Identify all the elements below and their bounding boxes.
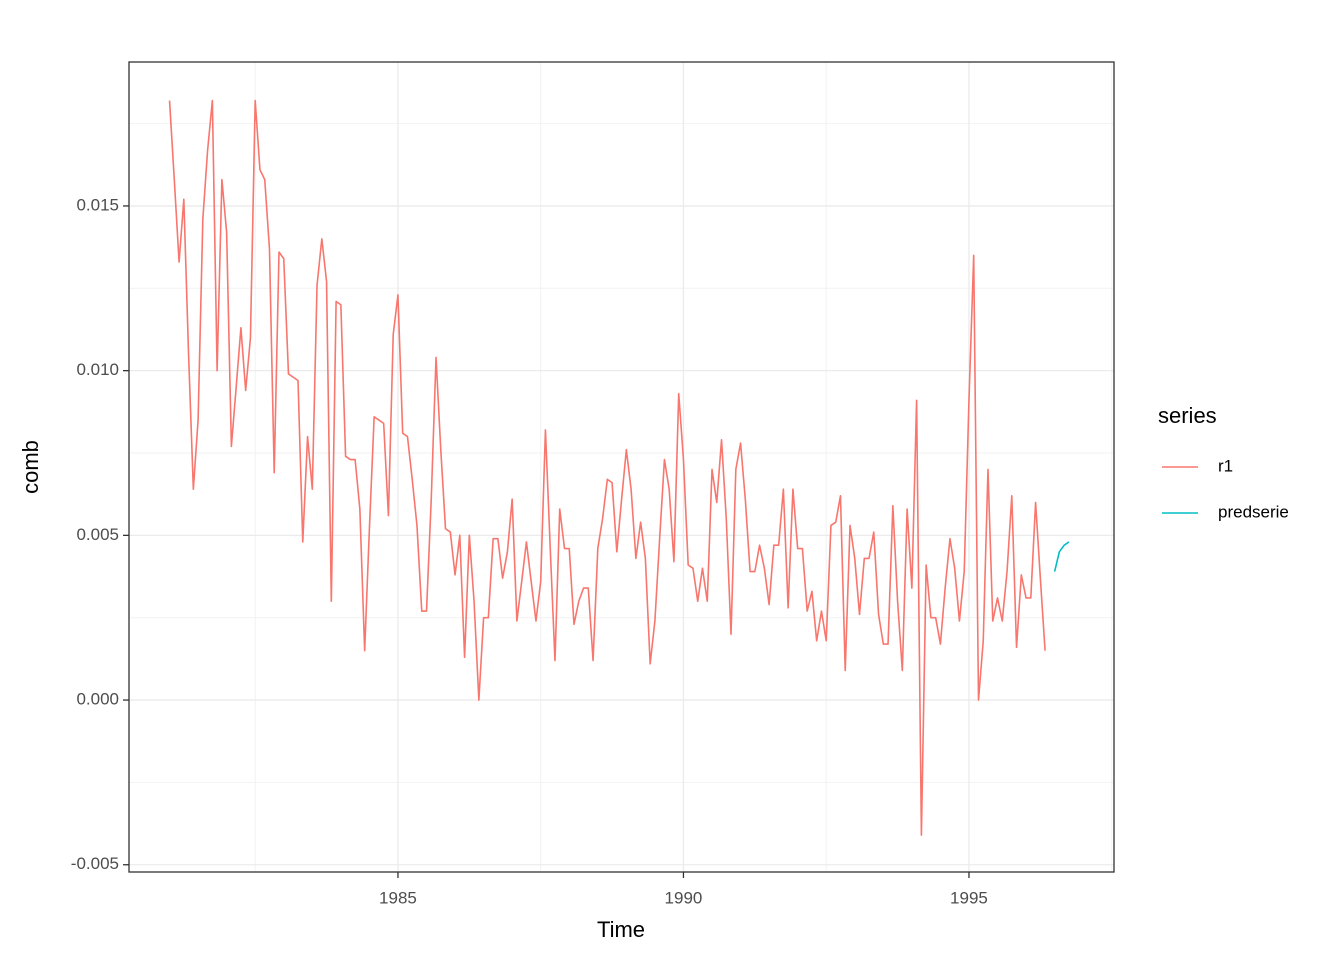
y-tick-label: 0.010 <box>76 360 119 379</box>
x-tick-label: 1990 <box>665 888 703 907</box>
marks <box>168 99 1070 836</box>
legend-label: r1 <box>1218 456 1233 475</box>
series-line <box>1053 541 1070 572</box>
x-tick-label: 1985 <box>379 888 417 907</box>
legend: r1 predserie <box>1162 456 1289 521</box>
y-tick-label: 0.015 <box>76 195 119 214</box>
panel-border <box>128 61 1115 873</box>
x-axis-title: Time <box>597 917 645 942</box>
y-axis-title: comb <box>18 440 43 494</box>
x-tick-label: 1995 <box>950 888 988 907</box>
legend-title: series <box>1158 403 1217 428</box>
y-tick-label: 0.005 <box>76 525 119 544</box>
legend-label: predserie <box>1218 502 1289 521</box>
grid <box>129 62 1114 872</box>
series-line <box>168 99 1046 836</box>
y-tick-label: 0.000 <box>76 690 119 709</box>
y-tick-label: -0.005 <box>71 854 119 873</box>
